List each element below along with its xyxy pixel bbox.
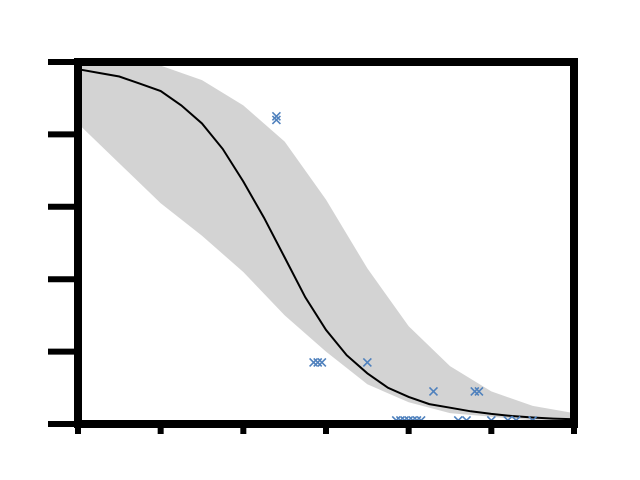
data-point bbox=[271, 115, 281, 125]
data-point bbox=[271, 111, 281, 121]
data-point bbox=[470, 386, 480, 396]
x-axis bbox=[75, 424, 577, 434]
data-point bbox=[309, 357, 319, 368]
fit-curve bbox=[77, 68, 575, 421]
data-points bbox=[271, 111, 538, 425]
data-point bbox=[362, 357, 372, 368]
data-point bbox=[428, 386, 439, 396]
data-point bbox=[317, 357, 327, 368]
confidence-band bbox=[78, 62, 574, 421]
data-point bbox=[474, 386, 484, 396]
y-axis bbox=[48, 59, 78, 427]
data-point bbox=[313, 357, 323, 368]
plot-area bbox=[74, 58, 578, 428]
